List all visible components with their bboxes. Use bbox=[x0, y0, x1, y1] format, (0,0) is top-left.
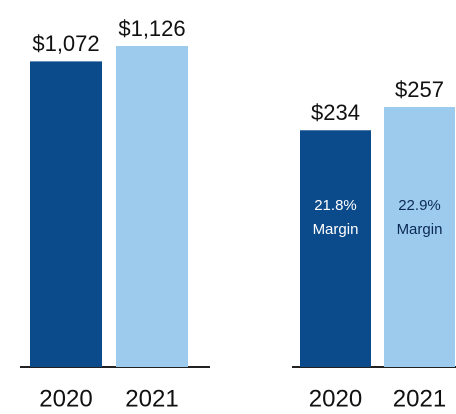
value-label: $234 bbox=[311, 100, 360, 125]
bar bbox=[384, 107, 455, 367]
margin-label: 21.8% bbox=[314, 197, 357, 214]
margin-label: Margin bbox=[313, 221, 359, 238]
value-label: $1,126 bbox=[118, 16, 185, 41]
bar bbox=[30, 61, 102, 367]
bar bbox=[116, 46, 188, 367]
bar bbox=[300, 130, 371, 367]
x-tick-label: 2020 bbox=[39, 385, 92, 412]
value-label: $1,072 bbox=[32, 31, 99, 56]
x-tick-label: 2020 bbox=[309, 385, 362, 412]
margin-label: Margin bbox=[397, 221, 443, 238]
x-tick-label: 2021 bbox=[125, 385, 178, 412]
value-label: $257 bbox=[395, 77, 444, 102]
margin-label: 22.9% bbox=[398, 197, 441, 214]
x-tick-label: 2021 bbox=[393, 385, 446, 412]
